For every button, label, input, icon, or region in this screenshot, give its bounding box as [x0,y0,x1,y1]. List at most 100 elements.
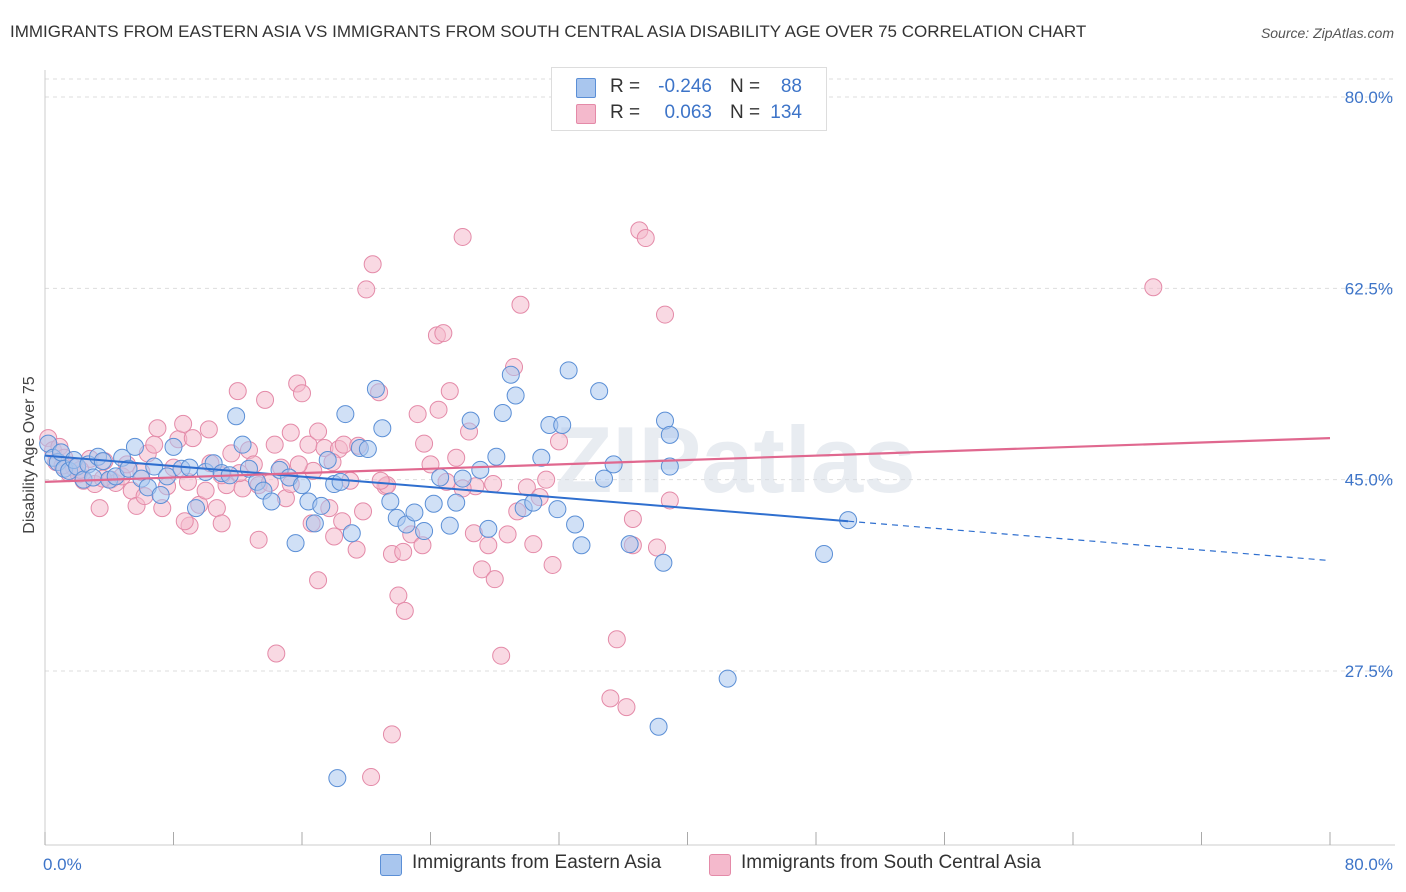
data-point-south-central-asia [145,435,164,454]
legend-r-value: 0.063 [664,102,712,123]
data-point-eastern-asia [559,361,578,380]
data-point-eastern-asia [366,379,385,398]
data-point-south-central-asia [479,536,498,555]
data-point-south-central-asia [249,530,268,549]
data-point-eastern-asia [532,448,551,467]
data-point-eastern-asia [479,519,498,538]
data-point-south-central-asia [309,422,328,441]
legend-n-label: N = [730,76,761,97]
data-point-eastern-asia [293,476,311,495]
legend-r-value: -0.246 [658,76,712,97]
data-point-eastern-asia [415,522,434,541]
data-point-eastern-asia [151,485,170,504]
data-point-south-central-asia [660,491,679,510]
data-point-south-central-asia [265,435,284,454]
data-point-eastern-asia [305,514,324,533]
chart-title: IMMIGRANTS FROM EASTERN ASIA VS IMMIGRAN… [10,22,1087,41]
grid-lines [45,78,1395,672]
legend-swatch-pink [576,104,596,124]
data-point-south-central-asia [498,525,517,544]
data-point-south-central-asia [656,305,675,324]
data-point-eastern-asia [84,468,103,487]
data-point-south-central-asia [363,255,382,274]
data-point-south-central-asia [434,324,453,343]
data-point-south-central-asia [647,538,666,557]
data-point-eastern-asia [331,472,350,491]
data-point-eastern-asia [493,403,512,422]
data-point-south-central-asia [447,448,466,467]
data-point-eastern-asia [373,419,392,438]
data-point-south-central-asia [395,601,414,620]
data-point-eastern-asia [286,534,305,553]
data-point-eastern-asia [312,496,331,515]
data-point-south-central-asia [607,630,626,649]
stats-legend: R = -0.246 N = 88 R = 0.063 N = 134 [551,67,827,131]
data-point-eastern-asia [604,455,623,474]
y-tick-label: 62.5% [1345,279,1393,298]
data-point-south-central-asia [256,390,275,409]
data-point-eastern-asia [566,515,585,534]
data-point-eastern-asia [227,407,246,426]
data-point-eastern-asia [524,493,543,512]
y-tick-label: 80.0% [1345,88,1393,107]
data-point-south-central-asia [636,229,655,248]
x-tick-label: 0.0% [43,855,82,874]
data-point-south-central-asia [357,280,376,299]
data-point-south-central-asia [199,420,218,439]
data-point-south-central-asia [196,481,215,500]
data-point-eastern-asia [440,516,459,535]
data-point-eastern-asia [186,499,205,518]
data-point-eastern-asia [318,450,337,469]
data-point-eastern-asia [119,459,138,478]
data-point-eastern-asia [342,524,361,543]
data-point-south-central-asia [550,432,568,451]
data-point-eastern-asia [336,405,355,424]
data-point-south-central-asia [543,555,562,574]
data-point-south-central-asia [394,542,413,561]
data-point-eastern-asia [431,468,450,487]
data-point-south-central-asia [183,429,202,448]
y-tick-label: 45.0% [1345,471,1393,490]
data-point-south-central-asia [309,571,328,590]
data-point-south-central-asia [362,768,381,787]
data-point-south-central-asia [333,512,352,531]
data-point-south-central-asia [415,434,434,453]
data-point-eastern-asia [553,416,572,434]
data-point-eastern-asia [649,717,668,736]
y-axis-label: Disability Age Over 75 [21,376,38,534]
data-point-eastern-asia [654,553,673,572]
data-point-south-central-asia [617,698,636,717]
bottom-legend-label: Immigrants from Eastern Asia [412,852,662,873]
legend-n-label: N = [730,102,761,123]
data-point-eastern-asia [506,386,525,405]
data-point-south-central-asia [354,502,373,521]
data-point-south-central-asia [537,470,556,489]
data-point-south-central-asia [90,499,109,518]
data-point-south-central-asia [440,382,459,401]
data-point-eastern-asia [815,545,834,564]
data-point-eastern-asia [594,469,613,488]
bottom-legend-swatch-pink [709,854,731,876]
data-point-eastern-asia [262,492,281,511]
data-point-south-central-asia [1144,278,1163,297]
data-point-south-central-asia [212,514,231,533]
data-point-south-central-asia [371,471,390,490]
data-point-south-central-asia [429,400,448,419]
data-point-south-central-asia [382,725,401,744]
data-point-south-central-asia [228,382,247,401]
data-point-south-central-asia [175,512,194,531]
bottom-legend-label: Immigrants from South Central Asia [741,852,1041,873]
data-point-south-central-asia [511,295,530,314]
x-tick-label: 80.0% [1345,855,1393,874]
trend-lines [44,437,1331,562]
data-point-south-central-asia [148,419,167,438]
data-point-eastern-asia [447,493,466,512]
data-point-south-central-asia [174,414,193,433]
data-point-eastern-asia [590,382,609,401]
legend-r-label: R = [610,102,641,123]
data-point-eastern-asia [501,365,520,384]
x-tick-labels: 0.0% 80.0% [43,855,1393,874]
legend-swatch-blue [576,78,596,98]
data-point-south-central-asia [325,527,344,546]
